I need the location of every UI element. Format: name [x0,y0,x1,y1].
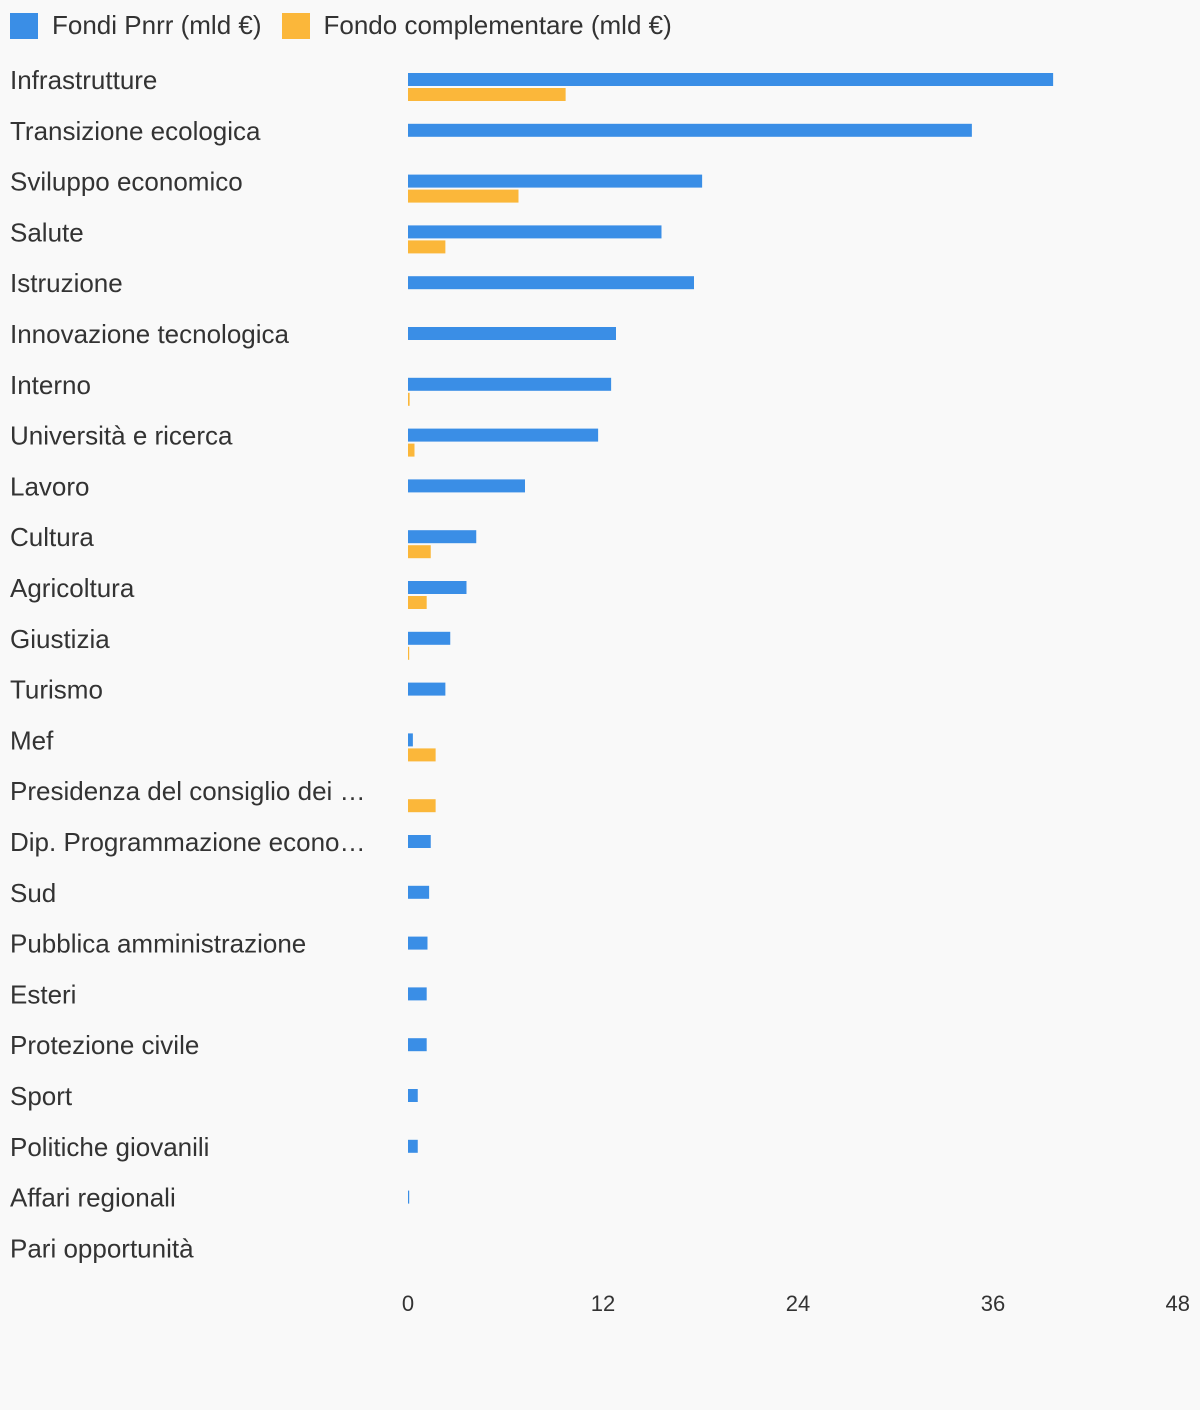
legend: Fondi Pnrr (mld €) Fondo complementare (… [10,10,692,41]
bar-pnrr[interactable] [408,987,427,1001]
bar-pnrr[interactable] [408,835,431,848]
bar-complementare[interactable] [408,545,431,559]
category-label: Presidenza del consiglio dei … [10,776,366,806]
category-label: Università e ricerca [10,421,233,451]
bar-pnrr[interactable] [408,428,599,442]
bar-pnrr[interactable] [408,174,703,188]
category-label: Pubblica amministrazione [10,929,306,959]
bar-complementare[interactable] [408,240,446,254]
bar-complementare[interactable] [408,799,436,813]
bar-complementare[interactable] [408,189,519,203]
bar-complementare[interactable] [408,596,427,609]
x-tick-label: 24 [786,1291,810,1316]
category-label: Interno [10,370,91,400]
bar-pnrr[interactable] [408,885,430,899]
bar-pnrr[interactable] [408,733,413,747]
legend-item-complementare[interactable]: Fondo complementare (mld €) [281,10,672,41]
legend-label-complementare: Fondo complementare (mld €) [323,10,672,40]
x-tick-label: 48 [1166,1291,1190,1316]
category-label: Sud [10,878,56,908]
category-label: Cultura [10,522,94,552]
bar-pnrr[interactable] [408,631,451,645]
category-label: Esteri [10,979,76,1009]
bar-complementare[interactable] [408,392,410,406]
category-label: Affari regionali [10,1183,176,1213]
category-label: Istruzione [10,268,123,298]
bar-pnrr[interactable] [408,1089,418,1102]
bar-pnrr[interactable] [408,682,446,696]
legend-label-pnrr: Fondi Pnrr (mld €) [52,10,262,40]
category-label: Mef [10,725,54,755]
bar-complementare[interactable] [408,646,410,660]
bar-pnrr[interactable] [408,327,616,340]
legend-item-pnrr[interactable]: Fondi Pnrr (mld €) [10,10,262,41]
bar-pnrr[interactable] [408,377,612,391]
category-label: Sport [10,1081,73,1111]
bar-pnrr[interactable] [408,123,972,137]
bar-pnrr[interactable] [408,1038,427,1052]
legend-swatch-pnrr [10,12,38,39]
bar-pnrr[interactable] [408,276,694,290]
bar-complementare[interactable] [408,443,415,457]
category-label: Pari opportunità [10,1233,194,1263]
category-label: Lavoro [10,471,90,501]
bar-pnrr[interactable] [408,73,1054,86]
x-tick-label: 36 [981,1291,1005,1316]
category-label: Giustizia [10,624,110,654]
legend-swatch-complementare [281,12,310,39]
category-label: Salute [10,217,84,247]
x-tick-label: 0 [402,1291,414,1316]
x-tick-label: 12 [591,1291,615,1316]
category-label: Innovazione tecnologica [10,319,290,349]
category-label: Turismo [10,675,103,705]
bar-pnrr[interactable] [408,936,428,950]
bar-complementare[interactable] [408,748,436,762]
category-label: Dip. Programmazione econo… [10,827,366,857]
bar-pnrr[interactable] [408,1139,418,1153]
category-label: Agricoltura [10,573,135,603]
category-label: Transizione ecologica [10,116,261,146]
bar-pnrr[interactable] [408,530,477,544]
bar-complementare[interactable] [408,88,566,101]
category-label: Politiche giovanili [10,1132,209,1162]
category-label: Infrastrutture [10,65,157,95]
bar-pnrr[interactable] [408,479,525,493]
category-label: Protezione civile [10,1030,199,1060]
category-label: Sviluppo economico [10,167,243,197]
bar-pnrr[interactable] [408,1190,410,1204]
bar-pnrr[interactable] [408,581,467,594]
bar-pnrr[interactable] [408,225,662,239]
